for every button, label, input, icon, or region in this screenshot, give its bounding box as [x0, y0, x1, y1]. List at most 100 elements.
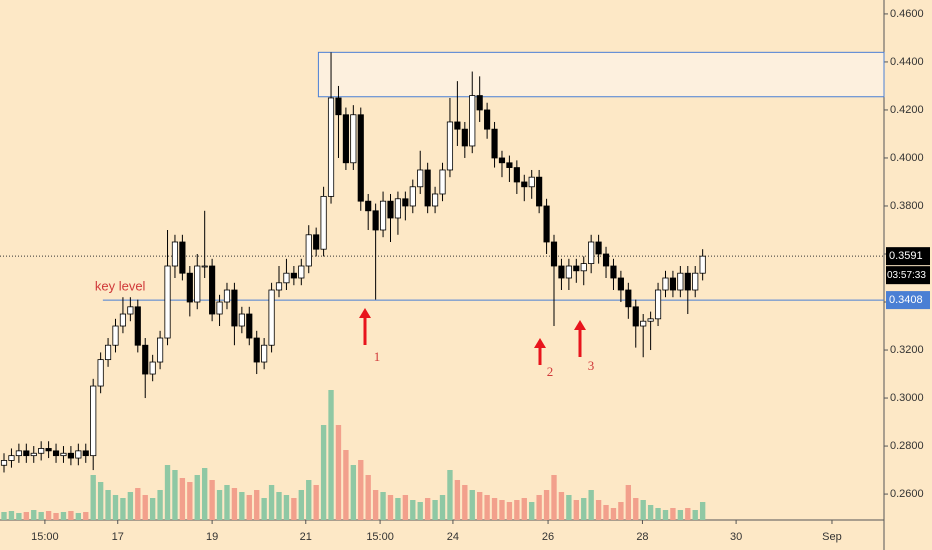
x-tick-label: 28 [636, 531, 648, 543]
volume-bar [462, 485, 468, 520]
volume-bar [662, 510, 669, 520]
volume-bar [283, 495, 290, 520]
volume-bar [8, 511, 15, 520]
candle-body [231, 289, 238, 327]
volume-bar [506, 502, 513, 520]
volume-bar [328, 390, 334, 520]
candle-body [684, 272, 691, 291]
candle-body [543, 205, 550, 243]
volume-bar [343, 450, 349, 520]
candle-body [38, 448, 45, 454]
volume-bar [350, 465, 357, 520]
volume-bar [291, 498, 297, 520]
candle-body [558, 265, 565, 279]
candle-body [595, 241, 602, 255]
volume-bar [536, 495, 542, 520]
candle-body [194, 265, 201, 303]
candle-body [357, 114, 364, 202]
volume-bar [640, 500, 646, 520]
x-tick-label: 30 [730, 531, 742, 543]
volume-bar [603, 505, 609, 520]
volume-bar [105, 490, 111, 520]
candle-body [90, 385, 97, 457]
volume-bar [529, 502, 535, 520]
volume-bar [224, 485, 230, 520]
volume-bar [417, 502, 423, 520]
volume-bar [491, 498, 498, 520]
candle-body [253, 337, 260, 363]
volume-bar [484, 495, 490, 520]
volume-bar [514, 500, 520, 520]
volume-bar [276, 492, 282, 520]
candle-body [238, 313, 245, 327]
candle-body [506, 162, 513, 168]
volume-bar [685, 508, 691, 520]
candle-body [186, 272, 193, 303]
volume-bar [23, 512, 29, 520]
x-tick-label: 15:00 [31, 531, 59, 543]
arrow-head [574, 320, 586, 330]
candle-body [432, 193, 439, 207]
candle-body [677, 272, 684, 291]
candle-body [320, 195, 327, 250]
candle-body [164, 265, 171, 339]
x-tick-label: 24 [447, 531, 459, 543]
candle-body [647, 318, 654, 322]
volume-bar [97, 482, 104, 520]
candle-body [261, 344, 268, 363]
volume-bar [142, 495, 148, 520]
volume-bar [254, 490, 260, 520]
volume-bar [261, 498, 267, 520]
volume-bar [127, 492, 134, 520]
y-tick-label: 0.4200 [890, 104, 924, 116]
candle-body [610, 265, 617, 279]
candle-body [179, 241, 186, 274]
x-tick-label: Sep [822, 531, 842, 543]
candle-body [290, 272, 297, 279]
candle-body [461, 128, 468, 147]
candle-body [23, 450, 30, 457]
volume-bar [402, 495, 409, 520]
candle-body [588, 241, 595, 265]
candle-body [223, 289, 231, 303]
volume-bar [16, 513, 22, 520]
candle-body [45, 448, 52, 452]
candle-body [484, 109, 491, 130]
volume-bar [239, 492, 245, 520]
volume-bar [38, 512, 44, 520]
volume-bar [692, 510, 698, 520]
volume-bar [573, 500, 579, 520]
y-tick-label: 0.2800 [890, 440, 924, 452]
candle-body [342, 114, 349, 164]
volume-bar [120, 498, 126, 520]
candle-body [669, 277, 676, 291]
candle-body [149, 361, 156, 375]
volume-bar [313, 485, 319, 520]
candle-body [8, 455, 15, 461]
candle-body [82, 450, 89, 457]
price-box [886, 247, 930, 266]
candle-body [387, 200, 394, 219]
candle-body [417, 169, 424, 188]
volume-bar [75, 513, 82, 520]
x-tick-label: 19 [206, 531, 218, 543]
volume-bar [53, 513, 59, 520]
candle-body [246, 313, 253, 339]
candle-body [60, 452, 67, 457]
volume-bar [670, 508, 676, 520]
volume-bar [618, 502, 624, 520]
annotation-label: 3 [588, 358, 595, 373]
arrow-head [534, 338, 546, 348]
candle-body [119, 313, 127, 327]
candle-body [335, 97, 342, 116]
price-label: 0.3591 [889, 250, 923, 262]
y-tick-label: 0.4400 [890, 56, 924, 68]
volume-bar [610, 508, 617, 520]
candle-body [171, 241, 179, 267]
volume-bar [633, 498, 639, 520]
volume-bar [298, 490, 304, 520]
x-tick-label: 21 [300, 531, 312, 543]
volume-bar [209, 480, 215, 520]
volume-bar [149, 498, 156, 520]
